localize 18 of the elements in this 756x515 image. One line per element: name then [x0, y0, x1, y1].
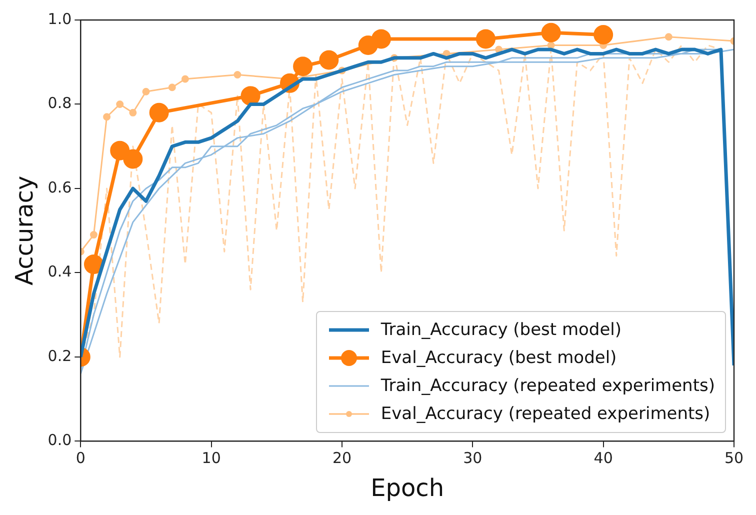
x-tick-label: 20 [332, 449, 352, 468]
x-tick-label: 40 [594, 449, 613, 468]
legend-label: Train_Accuracy (best model) [380, 320, 622, 340]
x-axis-title: Epoch [370, 474, 444, 502]
y-tick-label: 0.6 [48, 178, 72, 196]
y-axis-title: Accuracy [10, 176, 39, 286]
y-tick-label: 0.8 [48, 94, 72, 112]
y-tick-label: 0.2 [48, 346, 72, 365]
y-tick-label: 1.0 [48, 10, 72, 28]
y-tick-label: 0.4 [48, 262, 72, 281]
x-tick-label: 30 [463, 449, 482, 468]
x-tick-label: 50 [724, 449, 744, 468]
x-tick-label: 0 [76, 449, 86, 468]
x-tick-label: 10 [202, 449, 221, 468]
legend-label: Eval_Accuracy (best model) [380, 348, 617, 368]
y-tick-label: 0.0 [48, 431, 72, 450]
legend-label: Train_Accuracy (repeated experiments) [380, 376, 715, 396]
legend-label: Eval_Accuracy (repeated experiments) [380, 404, 710, 424]
